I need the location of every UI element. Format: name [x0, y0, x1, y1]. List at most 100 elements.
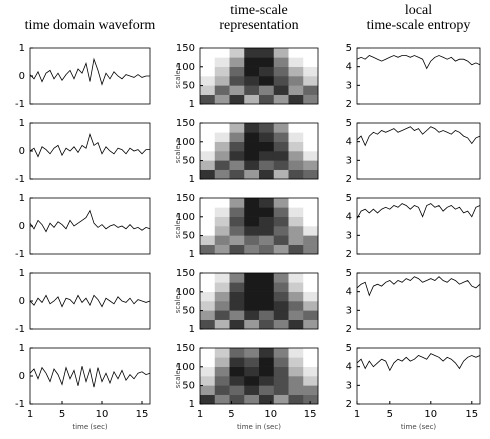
- heat-cell: [273, 319, 289, 330]
- y-tick-label: 150: [176, 118, 195, 129]
- heat-cell: [303, 216, 319, 227]
- y-tick-label: 2: [346, 399, 352, 410]
- heat-cell: [259, 94, 275, 105]
- heat-cell: [214, 291, 230, 302]
- heat-cell: [214, 85, 230, 95]
- heat-cell: [273, 348, 289, 358]
- heat-cell: [244, 66, 260, 77]
- heat-cell: [273, 282, 289, 292]
- column-title: representation: [219, 18, 298, 33]
- heat-cell: [244, 319, 260, 330]
- heat-cell: [244, 57, 260, 67]
- y-tick-label: 0: [19, 71, 25, 82]
- heat-cell: [229, 207, 245, 217]
- y-tick-label: 5: [346, 43, 352, 54]
- y-tick-label: 150: [176, 193, 195, 204]
- heat-cell: [200, 141, 216, 152]
- heat-cell: [288, 207, 304, 217]
- heat-cell: [214, 94, 230, 105]
- heat-cell: [214, 216, 230, 227]
- heat-cell: [303, 357, 319, 367]
- heat-cell: [303, 123, 319, 133]
- heat-cell: [288, 226, 304, 236]
- heat-cell: [244, 291, 260, 302]
- heat-cell: [200, 198, 216, 208]
- y-tick-label: 4: [346, 137, 352, 148]
- heat-cell: [288, 319, 304, 330]
- heat-cell: [229, 57, 245, 67]
- heat-cell: [303, 348, 319, 358]
- heat-cell: [200, 57, 216, 67]
- heat-cell: [273, 141, 289, 152]
- heat-cell: [273, 207, 289, 217]
- x-tick-label: 15: [304, 409, 317, 420]
- plot-frame: [199, 197, 319, 255]
- y-tick-label: 1: [19, 43, 25, 54]
- heat-cell: [303, 141, 319, 152]
- heat-cell: [214, 76, 230, 86]
- heat-cell: [214, 348, 230, 358]
- heat-cell: [214, 273, 230, 283]
- heat-cell: [303, 94, 319, 105]
- heat-cell: [303, 385, 319, 395]
- heat-cell: [214, 123, 230, 133]
- y-tick-label: 3: [346, 155, 352, 166]
- heat-cell: [229, 385, 245, 395]
- heat-cell: [303, 235, 319, 245]
- heat-cell: [288, 66, 304, 77]
- heat-cell: [200, 169, 216, 180]
- heat-cell: [200, 310, 216, 320]
- heat-cell: [244, 273, 260, 283]
- heat-cell: [259, 357, 275, 367]
- y-tick-label: 1: [19, 343, 25, 354]
- y-tick-label: 2: [346, 249, 352, 260]
- y-tick-label: 2: [346, 324, 352, 335]
- column-title: local: [405, 3, 432, 18]
- heat-cell: [214, 385, 230, 395]
- heat-cell: [303, 244, 319, 255]
- y-tick-label: 4: [346, 212, 352, 223]
- heat-cell: [229, 273, 245, 283]
- y-tick-label: 5: [346, 343, 352, 354]
- heat-cell: [244, 132, 260, 142]
- heat-cell: [259, 348, 275, 358]
- heat-cell: [244, 94, 260, 105]
- plot-frame: [29, 347, 151, 405]
- heat-cell: [244, 169, 260, 180]
- heat-cell: [273, 244, 289, 255]
- y-tick-label: 3: [346, 80, 352, 91]
- heat-cell: [244, 216, 260, 227]
- y-tick-label: 0: [19, 371, 25, 382]
- heat-cell: [303, 132, 319, 142]
- y-axis-label: scale a: [174, 139, 182, 164]
- waveform-line: [29, 209, 151, 233]
- heat-cell: [288, 85, 304, 95]
- y-tick-label: 1: [19, 268, 25, 279]
- heat-cell: [200, 291, 216, 302]
- heat-cell: [229, 169, 245, 180]
- heat-cell: [288, 169, 304, 180]
- heat-cell: [200, 385, 216, 395]
- heat-cell: [259, 244, 275, 255]
- heat-cell: [288, 301, 304, 311]
- heat-cell: [259, 385, 275, 395]
- waveform-line: [356, 203, 481, 219]
- heat-cell: [259, 376, 275, 386]
- heat-cell: [259, 235, 275, 245]
- heat-cell: [303, 301, 319, 311]
- y-tick-label: 4: [346, 62, 352, 73]
- heat-cell: [244, 85, 260, 95]
- heat-cell: [244, 376, 260, 386]
- heat-cell: [244, 385, 260, 395]
- heat-cell: [288, 216, 304, 227]
- x-tick-label: 10: [96, 409, 109, 420]
- heat-cell: [214, 141, 230, 152]
- heat-cell: [273, 94, 289, 105]
- y-tick-label: 3: [346, 380, 352, 391]
- heat-cell: [303, 198, 319, 208]
- heat-cell: [214, 132, 230, 142]
- x-axis-label: time in (sec): [237, 423, 281, 431]
- heat-cell: [229, 319, 245, 330]
- y-tick-label: 100: [176, 62, 195, 73]
- x-tick-label: 10: [424, 409, 437, 420]
